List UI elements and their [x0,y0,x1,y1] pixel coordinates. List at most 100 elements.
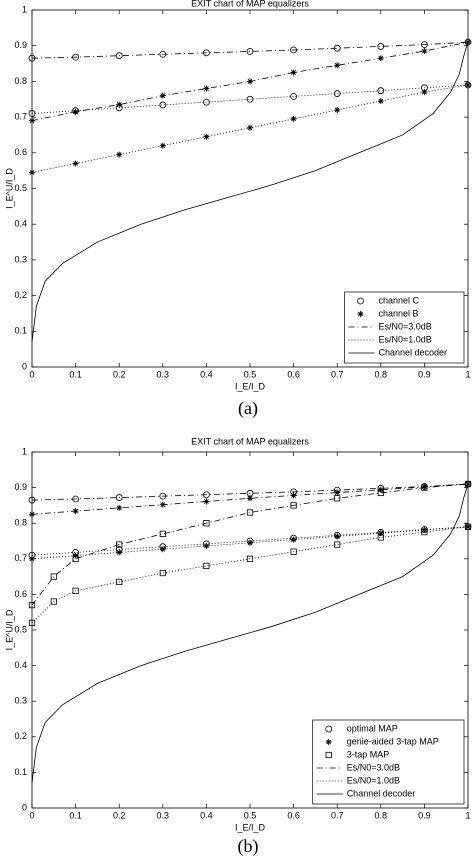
marker-star [159,546,166,553]
marker-square [28,601,36,609]
marker-square [203,562,210,570]
chart-title: EXIT chart of MAP equalizers [191,0,309,8]
marker-star [159,92,166,99]
marker-star [159,501,166,508]
marker-circle [72,107,79,115]
y-tick-label: 0 [22,361,27,371]
marker-circle [290,46,298,54]
series-line [31,84,469,114]
marker-star [377,530,384,537]
marker-star [290,492,297,499]
x-tick-label: 0.2 [113,369,126,379]
marker-star [465,81,471,88]
series-line [31,483,469,606]
x-tick-label: 0.7 [331,369,344,379]
marker-star [421,483,428,490]
legend-label: Es/N0=3.0dB [347,762,400,772]
caption: (a) [238,398,258,419]
x-tick-label: 0.2 [113,810,126,820]
marker-star [159,142,166,149]
marker-star [377,55,384,62]
y-tick-label: 0.6 [14,589,27,599]
y-tick-label: 0.9 [14,482,27,492]
marker-square [334,541,341,548]
x-tick-label: 0.7 [331,810,344,820]
marker-star [203,133,210,140]
marker-star [116,504,123,511]
series-line [31,483,469,515]
x-tick-label: 0.4 [200,810,213,820]
marker-star [377,486,384,493]
marker-circle [202,98,210,106]
caption: (b) [238,836,259,857]
marker-star [29,117,35,124]
marker-star [247,539,253,546]
marker-star [116,151,123,158]
marker-square [377,489,384,497]
marker-circle [159,50,167,58]
marker-square [159,530,166,537]
y-tick-label: 0.1 [14,767,27,777]
series-line [31,42,469,343]
marker-square [72,587,79,594]
marker-star [29,169,35,176]
marker-circle [290,92,298,100]
marker-star [290,536,297,543]
y-tick-label: 0.1 [14,326,27,336]
legend-marker [357,297,364,305]
marker-circle [28,54,36,62]
marker-star [377,98,384,105]
series-line [31,526,469,560]
marker-square [50,598,57,605]
legend-label: Channel decoder [347,788,416,798]
marker-circle [333,44,341,52]
series-line [31,483,469,784]
y-tick-label: 0.8 [14,76,27,86]
marker-square [159,569,166,577]
marker-square [246,555,254,562]
x-axis-label: I_E/I_D [235,822,266,832]
marker-circle [202,491,210,499]
x-tick-label: 1 [465,810,470,820]
x-tick-label: 0.5 [244,810,257,820]
y-tick-label: 0.5 [14,624,27,634]
marker-star [203,85,210,92]
marker-star [116,549,123,556]
series-line [31,526,469,624]
legend-label: Channel decoder [379,347,448,357]
x-tick-label: 0.8 [375,369,388,379]
marker-circle [28,496,36,504]
x-tick-label: 0.4 [200,369,213,379]
marker-star [334,62,341,69]
marker-star [334,106,341,113]
legend-label: Es/N0=3.0dB [379,321,432,331]
x-tick-label: 1 [465,369,470,379]
y-tick-label: 0.9 [14,40,27,50]
marker-star [203,542,210,549]
marker-star [72,508,79,515]
marker-circle [72,495,79,503]
y-axis-label: I_E^U/I_D [4,168,14,209]
legend-label: channel B [379,308,419,318]
y-tick-label: 0 [22,802,27,812]
series-line [31,41,469,59]
y-axis-label: I_E^U/I_D [4,609,14,650]
marker-square [290,502,297,509]
x-tick-label: 0.1 [69,810,82,820]
marker-circle [115,104,123,112]
marker-circle [115,52,123,60]
marker-circle [333,90,341,97]
y-tick-label: 0.8 [14,518,27,528]
x-tick-label: 0.9 [418,810,431,820]
legend-marker [325,725,333,733]
series-line [31,526,469,556]
marker-circle [420,41,428,49]
marker-star [72,552,79,559]
x-tick-label: 0.8 [375,810,388,820]
y-tick-label: 0.2 [14,731,27,741]
x-axis-label: I_E/I_D [235,381,266,391]
marker-circle [246,95,254,103]
x-tick-label: 0 [29,810,34,820]
marker-star [247,495,253,502]
